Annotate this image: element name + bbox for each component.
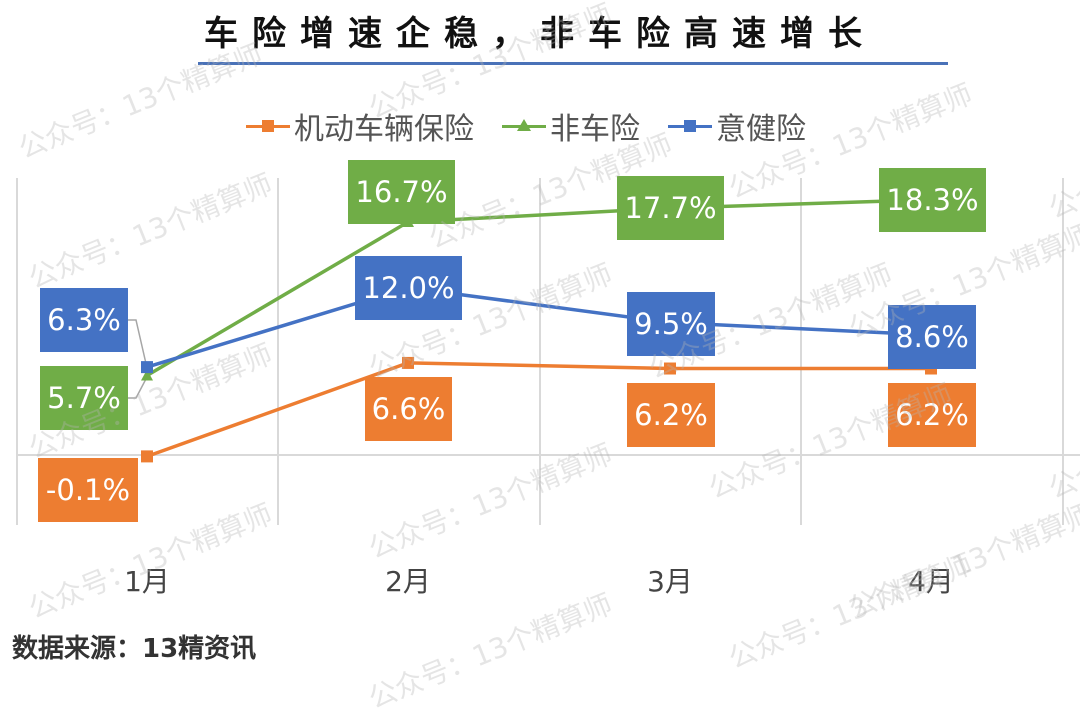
x-tick-label: 2月: [385, 565, 431, 598]
square-marker-icon: [246, 116, 290, 136]
data-label-health: 8.6%: [888, 305, 976, 369]
title-underline: [198, 62, 948, 65]
legend-item-auto: 机动车辆保险: [246, 104, 474, 148]
legend-item-health: 意健险: [668, 104, 806, 148]
square-marker-icon: [668, 116, 712, 136]
data-label-nonauto: 5.7%: [40, 366, 128, 430]
chart-legend: 机动车辆保险 非车险 意健险: [246, 104, 806, 148]
data-label-auto: 6.6%: [365, 377, 452, 441]
series-line: [146, 285, 932, 369]
triangle-marker-icon: [502, 116, 546, 136]
data-label-health: 6.3%: [40, 288, 128, 352]
series-line: [146, 361, 931, 459]
data-label-health: 9.5%: [627, 292, 715, 356]
square-marker-icon: [402, 356, 414, 369]
square-marker-icon: [141, 361, 153, 374]
data-label-nonauto: 17.7%: [617, 176, 724, 240]
data-source-note: 数据来源：13精资讯: [12, 634, 257, 664]
leader-line: [128, 376, 148, 399]
data-label-nonauto: 18.3%: [879, 168, 986, 232]
series-line: [146, 197, 932, 378]
x-tick-label: 1月: [124, 565, 170, 598]
legend-label: 机动车辆保险: [294, 112, 474, 147]
data-label-auto: 6.2%: [627, 383, 715, 447]
data-label-health: 12.0%: [355, 256, 462, 320]
legend-label: 非车险: [550, 112, 640, 147]
legend-label: 意健险: [716, 112, 806, 147]
leader-line: [128, 319, 148, 369]
legend-item-nonauto: 非车险: [502, 104, 640, 148]
chart-title: 车险增速企稳，非车险高速增长: [204, 14, 876, 54]
x-tick-label: 4月: [908, 565, 954, 598]
square-marker-icon: [141, 450, 153, 463]
data-label-auto: 6.2%: [888, 383, 976, 447]
square-marker-icon: [664, 362, 676, 375]
data-label-nonauto: 16.7%: [348, 160, 455, 224]
data-label-auto: -0.1%: [38, 458, 138, 522]
x-tick-label: 3月: [647, 565, 693, 598]
triangle-marker-icon: [141, 369, 153, 381]
gridlines: [16, 178, 1064, 525]
